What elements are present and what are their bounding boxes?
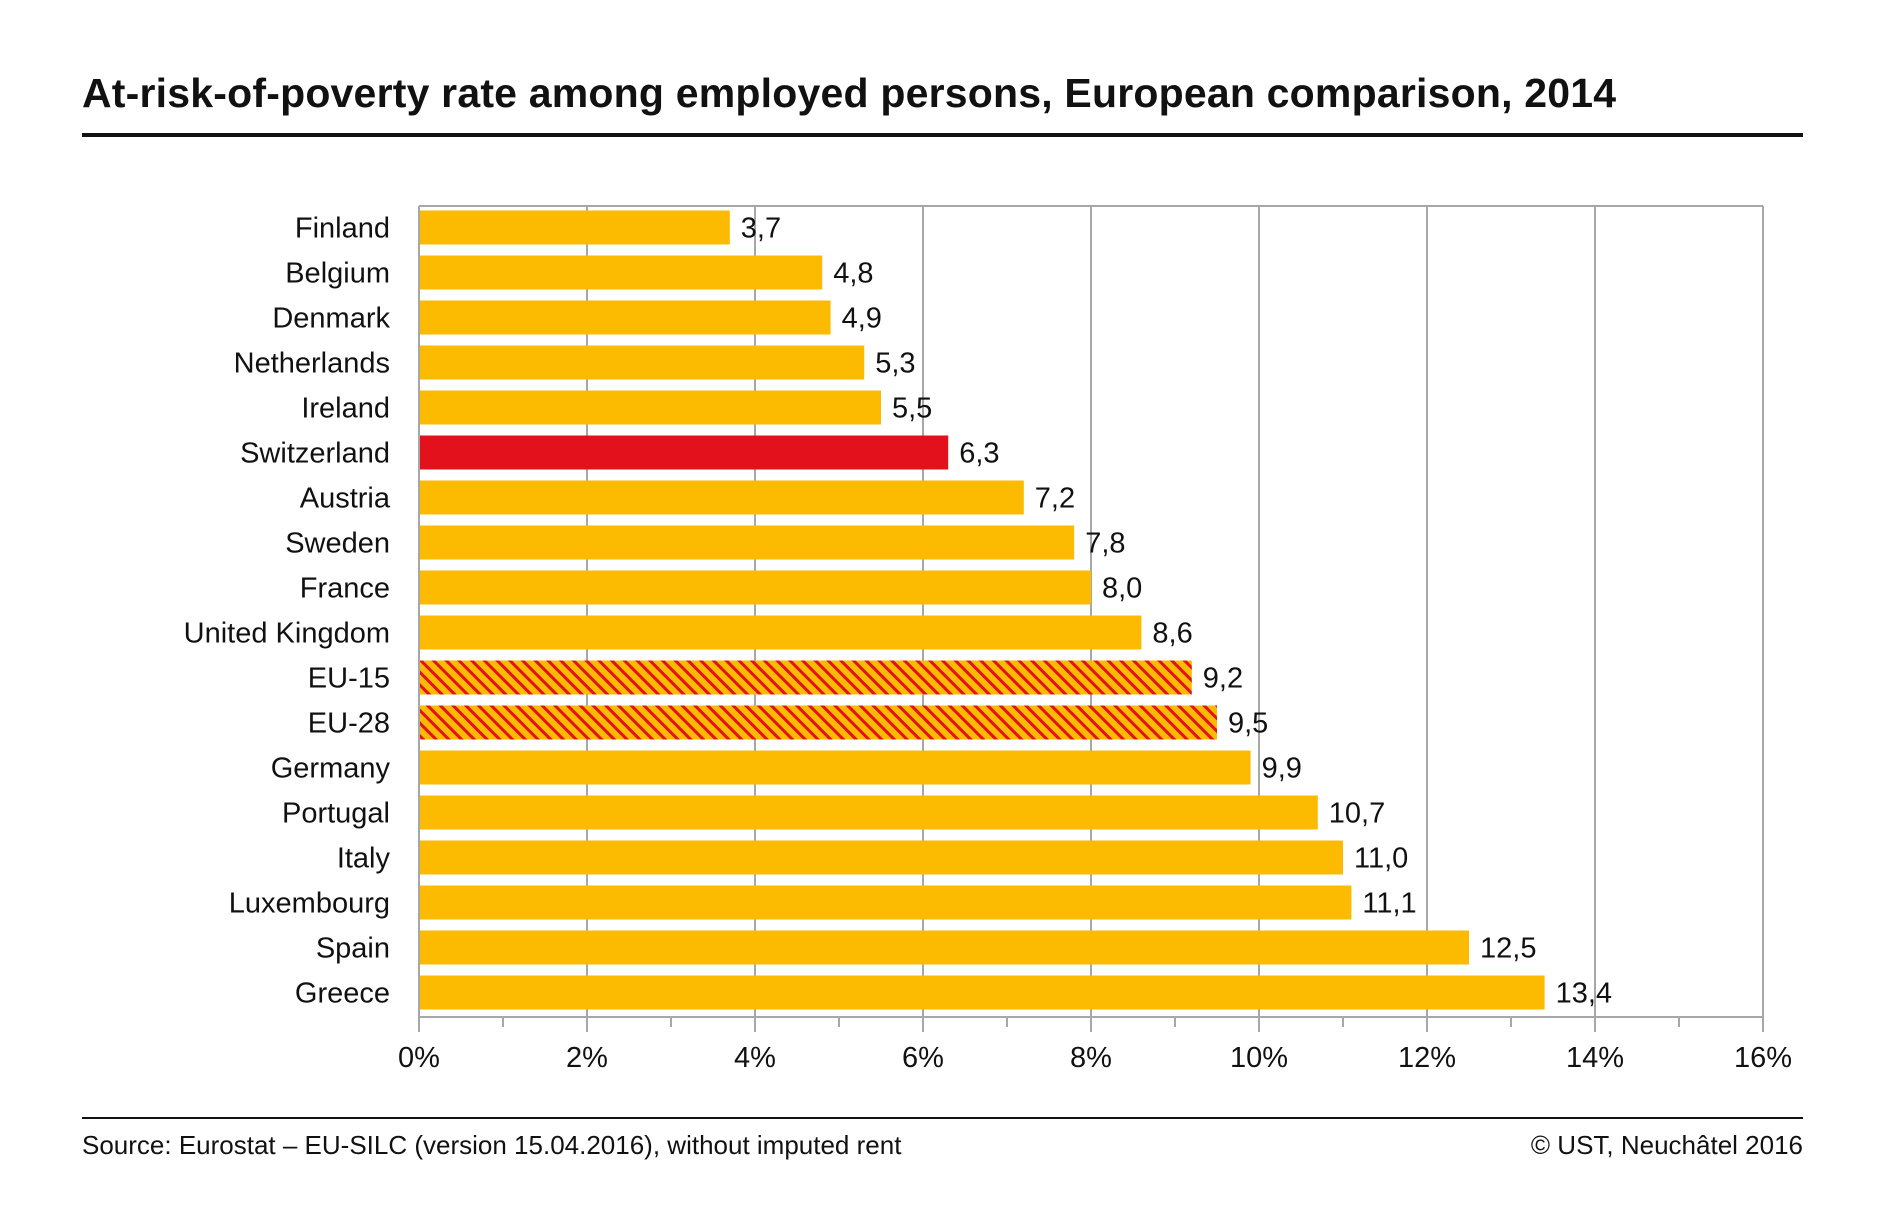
x-tick-label: 12% bbox=[1398, 1042, 1456, 1074]
gridlines bbox=[419, 205, 1764, 1017]
value-label: 9,2 bbox=[1203, 663, 1243, 695]
bar-france bbox=[420, 570, 1091, 605]
category-label: Ireland bbox=[301, 393, 390, 425]
value-label: 6,3 bbox=[959, 438, 999, 470]
category-label: EU-15 bbox=[308, 663, 390, 695]
value-label: 7,8 bbox=[1085, 528, 1125, 560]
bar-sweden bbox=[420, 525, 1075, 560]
bar-belgium bbox=[420, 255, 823, 290]
category-label: Belgium bbox=[285, 258, 390, 290]
category-label: Germany bbox=[271, 753, 391, 785]
value-label: 11,1 bbox=[1362, 888, 1416, 920]
category-label: Finland bbox=[295, 213, 390, 245]
bar-germany bbox=[420, 750, 1251, 785]
category-label: Sweden bbox=[285, 528, 390, 560]
value-label: 8,0 bbox=[1102, 573, 1142, 605]
value-label: 11,0 bbox=[1354, 843, 1408, 875]
bar-united-kingdom bbox=[420, 615, 1142, 650]
value-label: 4,8 bbox=[833, 258, 873, 290]
value-label: 13,4 bbox=[1556, 978, 1612, 1010]
bar-eu-28 bbox=[420, 705, 1217, 740]
bar-switzerland bbox=[420, 435, 949, 470]
bar-greece bbox=[420, 975, 1545, 1010]
x-tick-label: 2% bbox=[566, 1042, 608, 1074]
category-label: Greece bbox=[295, 978, 390, 1010]
value-label: 4,9 bbox=[842, 303, 882, 335]
chart-title: At-risk-of-poverty rate among employed p… bbox=[82, 70, 1617, 116]
title-divider bbox=[82, 133, 1803, 137]
x-tick-label: 0% bbox=[398, 1042, 440, 1074]
category-label: United Kingdom bbox=[184, 618, 390, 650]
value-label: 8,6 bbox=[1152, 618, 1192, 650]
value-label: 9,9 bbox=[1262, 753, 1302, 785]
value-label: 5,3 bbox=[875, 348, 915, 380]
bar-eu-15 bbox=[420, 660, 1192, 695]
category-label: Portugal bbox=[282, 798, 390, 830]
bars bbox=[420, 210, 1545, 1010]
bar-spain bbox=[420, 930, 1469, 965]
category-label: Denmark bbox=[272, 303, 390, 335]
bar-italy bbox=[420, 840, 1343, 875]
x-tick-label: 16% bbox=[1734, 1042, 1792, 1074]
value-label: 12,5 bbox=[1480, 933, 1536, 965]
bar-austria bbox=[420, 480, 1024, 515]
category-label: EU-28 bbox=[308, 708, 390, 740]
bar-chart: Finland Belgium Denmark Netherlands Ireland S… bbox=[184, 205, 1792, 1074]
bar-ireland bbox=[420, 390, 881, 425]
category-labels: Finland Belgium Denmark Netherlands Ireland S… bbox=[184, 213, 391, 1010]
value-label: 10,7 bbox=[1329, 798, 1385, 830]
value-label: 3,7 bbox=[741, 213, 781, 245]
x-tick-label: 14% bbox=[1566, 1042, 1624, 1074]
category-label: Switzerland bbox=[240, 438, 390, 470]
copyright-note: © UST, Neuchâtel 2016 bbox=[1530, 1130, 1803, 1160]
bar-luxembourg bbox=[420, 885, 1352, 920]
source-note: Source: Eurostat – EU-SILC (version 15.0… bbox=[82, 1130, 902, 1160]
bar-denmark bbox=[420, 300, 831, 335]
x-tick-label: 4% bbox=[734, 1042, 776, 1074]
value-label: 7,2 bbox=[1035, 483, 1075, 515]
bar-finland bbox=[420, 210, 730, 245]
category-label: Austria bbox=[300, 483, 391, 515]
category-label: France bbox=[300, 573, 390, 605]
value-label: 5,5 bbox=[892, 393, 932, 425]
x-tick-label: 8% bbox=[1070, 1042, 1112, 1074]
bar-netherlands bbox=[420, 345, 865, 380]
bar-portugal bbox=[420, 795, 1318, 830]
category-label: Luxembourg bbox=[229, 888, 390, 920]
value-labels: 3,7 4,8 4,9 5,3 5,5 6,3 7,2 7,8 8,0 8,6 9,2 9,5 9,9 1… bbox=[741, 213, 1612, 1010]
category-label: Italy bbox=[337, 843, 391, 875]
category-label: Spain bbox=[316, 933, 390, 965]
value-label: 9,5 bbox=[1228, 708, 1268, 740]
x-axis: 0% 2% 4% 6% 8% 10% 12% 14% 16% bbox=[398, 206, 1792, 1074]
x-tick-label: 6% bbox=[902, 1042, 944, 1074]
x-tick-label: 10% bbox=[1230, 1042, 1288, 1074]
footer-divider bbox=[82, 1117, 1803, 1119]
category-label: Netherlands bbox=[234, 348, 390, 380]
